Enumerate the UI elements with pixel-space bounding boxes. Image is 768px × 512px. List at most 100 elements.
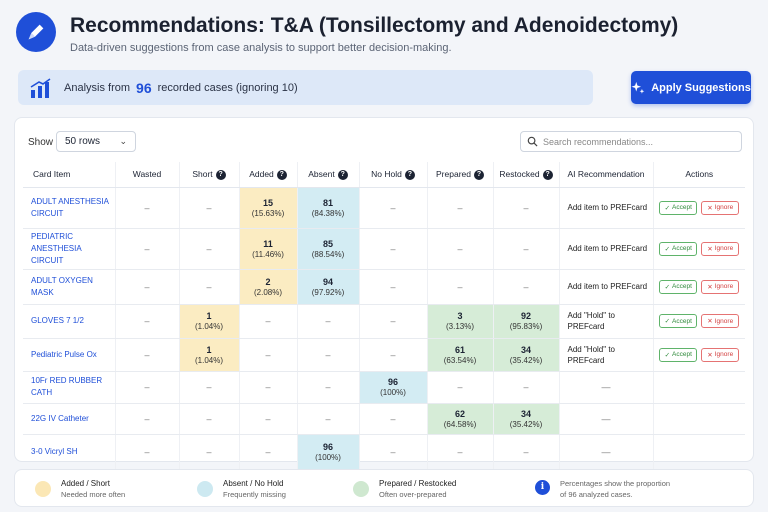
actions-cell: ✓ Accept ✕ Ignore — [653, 338, 745, 372]
accept-button[interactable]: ✓ Accept — [659, 200, 698, 215]
legend-note: i Percentages show the proportion of 96 a… — [535, 479, 670, 499]
added-cell: – — [239, 403, 298, 435]
pen-icon — [16, 12, 56, 52]
col-header-prepared[interactable]: Prepared? — [427, 162, 494, 188]
prepared-cell: – — [427, 434, 494, 470]
ignore-button[interactable]: ✕ Ignore — [701, 347, 740, 362]
added-cell: – — [239, 371, 298, 404]
accept-button[interactable]: ✓ Accept — [659, 314, 698, 328]
ai-recommendation: — — [559, 371, 654, 404]
ai-recommendation: Add item to PREFcard — [559, 187, 654, 229]
absent-cell: – — [297, 338, 360, 372]
absent-cell: 81 (84.38%) — [297, 187, 360, 229]
page-subtitle: Data-driven suggestions from case analys… — [70, 42, 452, 54]
col-header-restocked[interactable]: Restocked? — [493, 162, 560, 188]
close-icon: ✕ — [707, 318, 713, 325]
accept-button[interactable]: ✓ Accept — [659, 279, 698, 294]
card-item-link[interactable]: 22G IV Catheter — [23, 403, 116, 435]
actions-cell: ✓ Accept ✕ Ignore — [653, 304, 745, 339]
col-header-added[interactable]: Added? — [239, 162, 298, 188]
legend-prepared-restocked: Prepared / Restocked Often over-prepared — [353, 479, 456, 499]
rows-per-page-select[interactable]: 50 rows ⌄ — [56, 131, 136, 152]
table-row: 10Fr RED RUBBER CATH – – – – 96 (100%) – … — [23, 371, 745, 404]
nohold-cell: 96 (100%) — [359, 371, 428, 404]
card-item-link[interactable]: ADULT ANESTHESIA CIRCUIT — [23, 187, 116, 229]
nohold-cell: – — [359, 403, 428, 435]
restocked-cell: 34 (35.42%) — [493, 338, 560, 372]
short-cell: – — [179, 228, 240, 270]
help-icon[interactable]: ? — [276, 169, 287, 180]
accept-button[interactable]: ✓ Accept — [659, 241, 698, 256]
ai-recommendation: Add "Hold" to PREFcard — [559, 338, 654, 372]
nohold-cell: – — [359, 434, 428, 470]
restocked-cell: – — [493, 371, 560, 404]
added-cell: – — [239, 304, 298, 339]
ignore-button[interactable]: ✕ Ignore — [701, 200, 740, 215]
restocked-cell: – — [493, 434, 560, 470]
help-icon[interactable]: ? — [337, 169, 348, 180]
search-input[interactable] — [543, 134, 733, 149]
nohold-cell: – — [359, 187, 428, 229]
col-header-absent[interactable]: Absent? — [297, 162, 360, 188]
help-icon[interactable]: ? — [404, 169, 415, 180]
chevron-down-icon: ⌄ — [119, 136, 127, 146]
check-icon: ✓ — [664, 245, 671, 253]
col-header-nohold[interactable]: No Hold? — [359, 162, 428, 188]
card-item-link[interactable]: GLOVES 7 1/2 — [23, 304, 116, 339]
ignore-button[interactable]: ✕ Ignore — [701, 314, 740, 328]
card-item-link[interactable]: PEDIATRIC ANESTHESIA CIRCUIT — [23, 228, 116, 270]
close-icon: ✕ — [707, 245, 713, 253]
ai-recommendation: Add "Hold" to PREFcard — [559, 304, 654, 339]
col-header-wasted[interactable]: Wasted — [115, 162, 180, 188]
prepared-cell: – — [427, 269, 494, 305]
card-item-link[interactable]: 10Fr RED RUBBER CATH — [23, 371, 116, 404]
added-cell: 15 (15.63%) — [239, 187, 298, 229]
wasted-cell: – — [115, 187, 180, 229]
ignore-button[interactable]: ✕ Ignore — [701, 279, 740, 294]
sparkle-icon — [631, 81, 645, 94]
table-row: GLOVES 7 1/2 – 1 (1.04%) – – – 3 (3.13%) 9… — [23, 304, 745, 339]
table-header-row: Card Item Wasted Short? Added? Absent? N… — [23, 162, 745, 188]
wasted-cell: – — [115, 434, 180, 470]
analysis-prefix: Analysis from — [64, 81, 131, 94]
col-header-item[interactable]: Card Item — [23, 162, 116, 188]
prepared-cell: 3 (3.13%) — [427, 304, 494, 339]
nohold-cell: – — [359, 269, 428, 305]
wasted-cell: – — [115, 338, 180, 372]
legend-bar: Added / Short Needed more often Absent / … — [14, 469, 754, 507]
ai-recommendation: Add item to PREFcard — [559, 269, 654, 305]
card-item-link[interactable]: Pediatric Pulse Ox — [23, 338, 116, 372]
wasted-cell: – — [115, 269, 180, 305]
prepared-cell: – — [427, 371, 494, 404]
wasted-cell: – — [115, 371, 180, 404]
legend-added-short: Added / Short Needed more often — [35, 479, 125, 499]
prepared-cell: – — [427, 187, 494, 229]
col-header-short[interactable]: Short? — [179, 162, 240, 188]
check-icon: ✓ — [664, 283, 671, 291]
search-box[interactable] — [520, 131, 742, 152]
apply-suggestions-button[interactable]: Apply Suggestions — [631, 71, 751, 104]
rows-per-page-value: 50 rows — [65, 136, 101, 147]
check-icon: ✓ — [664, 351, 671, 359]
added-cell: – — [239, 338, 298, 372]
help-icon[interactable]: ? — [215, 169, 226, 180]
prepared-cell: 62 (64.58%) — [427, 403, 494, 435]
actions-cell: ✓ Accept ✕ Ignore — [653, 187, 745, 229]
absent-cell: 85 (88.54%) — [297, 228, 360, 270]
actions-cell: ✓ Accept ✕ Ignore — [653, 269, 745, 305]
card-item-link[interactable]: 3-0 Vicryl SH — [23, 434, 116, 470]
col-header-actions: Actions — [653, 162, 745, 188]
nohold-cell: – — [359, 338, 428, 372]
accept-button[interactable]: ✓ Accept — [659, 347, 698, 362]
ignore-button[interactable]: ✕ Ignore — [701, 241, 740, 256]
restocked-cell: – — [493, 269, 560, 305]
prepared-cell: – — [427, 228, 494, 270]
col-header-ai-recommendation: AI Recommendation — [559, 162, 654, 188]
help-icon[interactable]: ? — [542, 169, 553, 180]
table-row: ADULT OXYGEN MASK – – 2 (2.08%) 94 (97.92%… — [23, 269, 745, 305]
help-icon[interactable]: ? — [473, 169, 484, 180]
table-row: ADULT ANESTHESIA CIRCUIT – – 15 (15.63%) … — [23, 187, 745, 229]
absent-cell: – — [297, 403, 360, 435]
card-item-link[interactable]: ADULT OXYGEN MASK — [23, 269, 116, 305]
legend-swatch-yellow — [35, 481, 51, 497]
